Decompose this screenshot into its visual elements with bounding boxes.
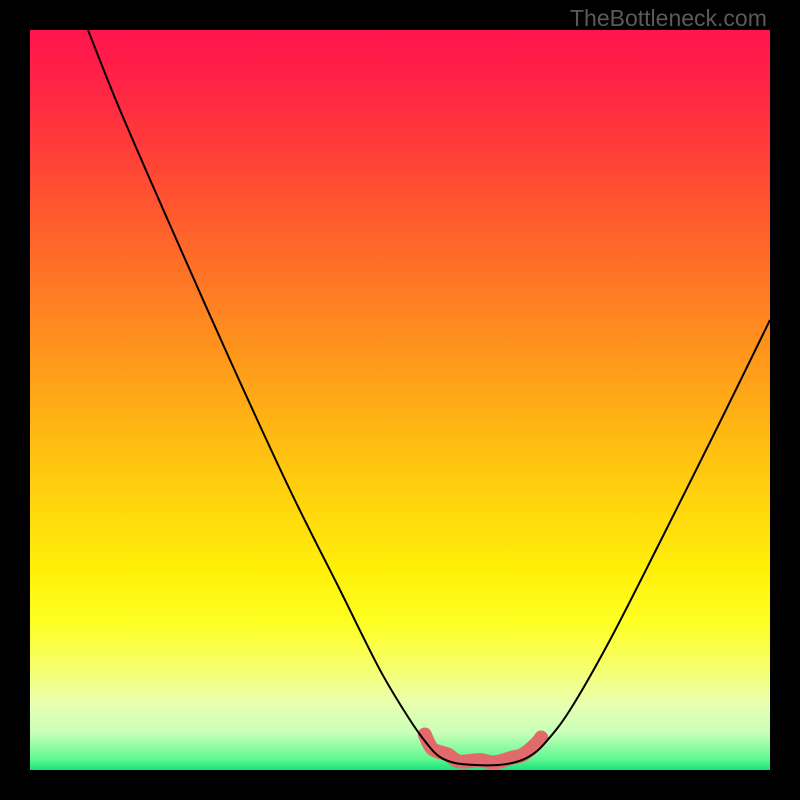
- plot-area: [30, 30, 770, 770]
- watermark-text: TheBottleneck.com: [570, 5, 767, 32]
- plot-svg: [30, 30, 770, 770]
- chart-canvas: TheBottleneck.com: [0, 0, 800, 800]
- gradient-background: [30, 30, 770, 770]
